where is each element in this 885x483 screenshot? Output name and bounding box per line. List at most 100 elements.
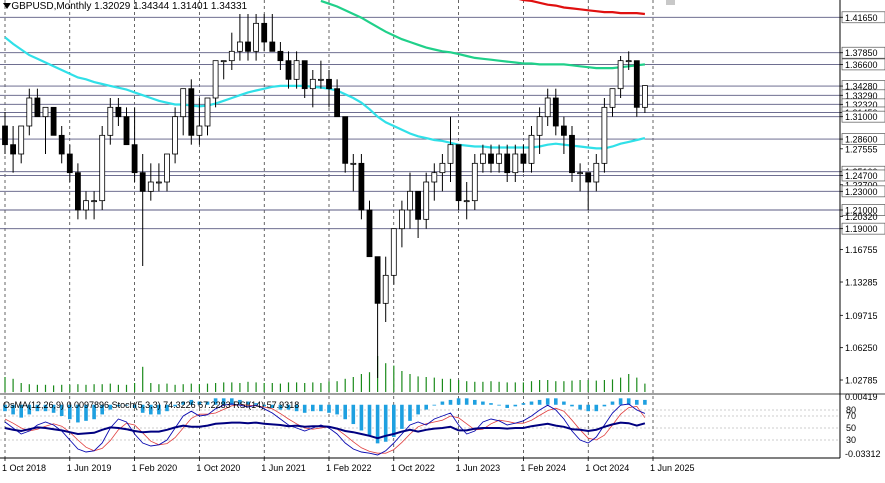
candle-bear <box>569 134 575 174</box>
osma-bar <box>59 404 64 417</box>
candle-bull <box>593 162 600 183</box>
candle-bull <box>180 88 187 118</box>
osma-bar <box>392 404 396 437</box>
candle-bull <box>309 78 316 90</box>
osma-bar <box>448 399 453 405</box>
osma-bar <box>481 401 485 405</box>
candle-bull <box>196 125 203 136</box>
candle-bear <box>585 172 592 183</box>
osma-bar <box>149 404 153 415</box>
osma-bar <box>505 404 509 408</box>
candle-bull <box>18 125 25 155</box>
time-tick-label: 1 Oct 2018 <box>2 463 46 473</box>
time-tick-label: 1 Jun 2025 <box>650 463 695 473</box>
ema144-line <box>320 0 646 70</box>
price-tick-label: 1.24700 <box>845 171 878 181</box>
candle-bull <box>99 134 106 202</box>
osma-bar <box>602 404 607 407</box>
osma-bar <box>108 404 113 410</box>
osma-bar <box>408 404 412 421</box>
osma-bar <box>489 403 493 405</box>
osma-bar <box>383 404 388 442</box>
candle-bull <box>107 106 114 136</box>
price-tick-label: 1.41650 <box>845 13 878 23</box>
candle-bull <box>204 97 211 127</box>
ema50-line <box>4 36 646 150</box>
osma-bar <box>537 399 542 405</box>
candle-bull <box>91 200 97 203</box>
candle-bear <box>285 60 292 80</box>
candle-bear <box>131 144 138 174</box>
moving-averages <box>4 0 646 150</box>
chart-shift-marker[interactable] <box>666 0 675 5</box>
candle-bear <box>520 153 527 164</box>
candle-bull <box>172 116 179 155</box>
candle-bear <box>488 153 494 164</box>
time-tick-label: 1 Oct 2022 <box>391 463 435 473</box>
price-tick-label: 1.20320 <box>845 212 878 222</box>
candle-bear <box>10 144 17 155</box>
price-tick-label: 1.13285 <box>845 278 878 288</box>
candle-bear <box>415 190 422 220</box>
osma-bar <box>473 399 477 405</box>
candle-bear <box>58 134 65 155</box>
osma-bar <box>375 404 380 444</box>
price-tick-label: 1.33290 <box>845 91 878 101</box>
candle-bull <box>212 60 219 99</box>
candle-bull <box>236 41 243 52</box>
price-tick-label: 1.16755 <box>845 245 878 255</box>
osma-bar <box>205 401 210 405</box>
candle-bear <box>358 162 365 211</box>
osma-bar <box>351 404 356 425</box>
candle-bear <box>34 97 41 118</box>
candle-bear <box>374 256 381 304</box>
osma-bar <box>521 403 526 405</box>
candle-bull <box>617 60 624 90</box>
price-tick-label: 1.27555 <box>845 144 878 154</box>
candle-bear <box>301 60 308 90</box>
volume-histogram <box>4 356 646 392</box>
osma-bar <box>124 404 129 406</box>
osma-bar <box>545 398 550 405</box>
candle-bear <box>504 153 511 174</box>
osma-axis-max-label: 0.00419 <box>845 392 878 402</box>
osma-bar <box>254 403 258 405</box>
candle-bear <box>326 78 332 90</box>
osma-bar <box>626 398 631 405</box>
candle-bear <box>552 97 559 127</box>
dropdown-triangle-icon[interactable] <box>3 3 11 9</box>
osma-bar <box>319 404 323 412</box>
osma-bar <box>189 399 194 405</box>
osma-bar <box>246 401 250 405</box>
osma-bar <box>43 404 48 412</box>
osma-bar <box>213 398 218 405</box>
osma-bar <box>132 404 137 408</box>
candle-bull <box>642 85 648 108</box>
candle-bear <box>75 172 81 211</box>
candle-bull <box>253 22 260 52</box>
osma-bar <box>19 404 23 418</box>
oscillator-level-label: 70 <box>846 411 856 421</box>
candle-bull <box>293 60 300 80</box>
price-tick-label: 1.21000 <box>845 206 878 216</box>
time-axis: 1 Oct 2018 1 Jun 2019 1 Feb 2020 1 Oct 2020… <box>0 457 840 473</box>
candle-bull <box>26 97 33 127</box>
time-tick-label: 1 Jun 2023 <box>456 463 501 473</box>
osma-bar <box>221 398 226 405</box>
candle-bull <box>512 153 519 174</box>
candle-bull <box>317 78 324 81</box>
candle-bear <box>139 172 146 192</box>
price-tick-label: 1.28600 <box>845 135 878 145</box>
price-tick-label: 1.34280 <box>845 82 878 92</box>
oscillator-level-label: 50 <box>846 423 856 433</box>
osma-bar <box>578 404 582 410</box>
osma-bar <box>594 404 599 412</box>
osma-bar <box>554 398 558 405</box>
candle-bull <box>463 200 470 203</box>
candle-bull <box>447 144 454 164</box>
osma-bar <box>197 401 202 405</box>
osma-bar <box>278 404 283 410</box>
osma-bar <box>165 404 169 412</box>
time-tick-label: 1 Feb 2020 <box>132 463 178 473</box>
